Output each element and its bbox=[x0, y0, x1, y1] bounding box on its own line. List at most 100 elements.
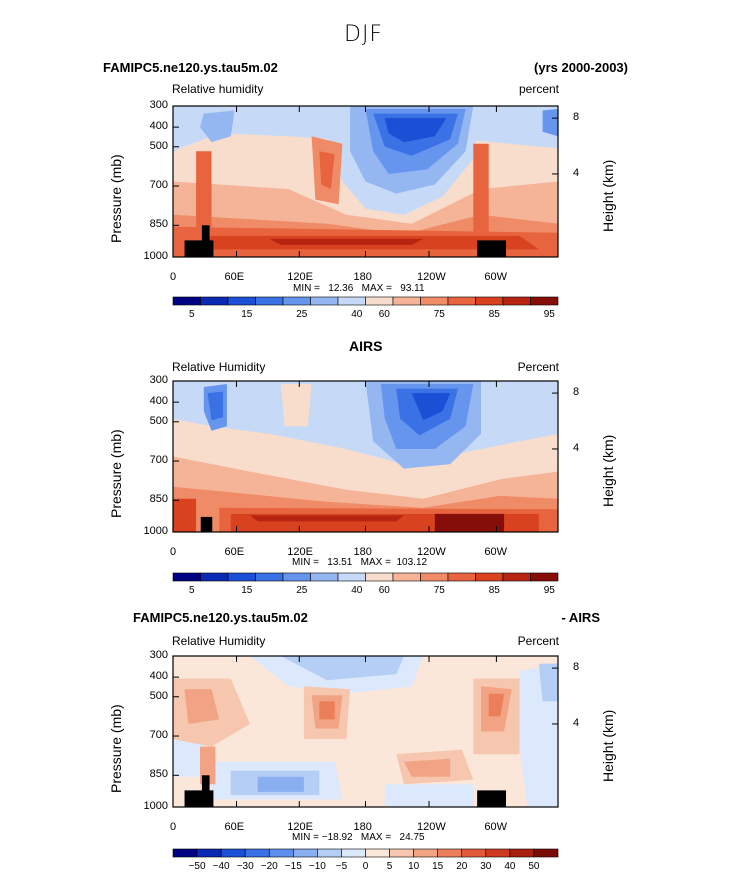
x-tick-label: 120W bbox=[417, 271, 446, 283]
colorbar bbox=[172, 848, 559, 858]
colorbar-swatch bbox=[244, 848, 270, 858]
colorbar-label: −5 bbox=[335, 861, 348, 872]
colorbar-label: −15 bbox=[284, 861, 302, 872]
colorbar-label: −30 bbox=[236, 861, 254, 872]
contour-fill bbox=[173, 106, 558, 257]
contour-region bbox=[250, 515, 404, 522]
x-tick-label: 120W bbox=[417, 546, 446, 558]
panel-title-left: FAMIPC5.ne120.ys.tau5m.02 bbox=[103, 60, 278, 75]
contour-region bbox=[269, 238, 424, 245]
colorbar-label: −50 bbox=[188, 861, 206, 872]
colorbar-label: 50 bbox=[528, 861, 540, 872]
colorbar-label: 40 bbox=[351, 309, 363, 320]
colorbar-label: 25 bbox=[296, 585, 308, 596]
colorbar-swatch bbox=[437, 848, 463, 858]
colorbar-swatch bbox=[420, 572, 449, 582]
contour-region bbox=[319, 151, 335, 190]
colorbar-swatch bbox=[475, 572, 504, 582]
y-tick-label: 300 bbox=[149, 374, 168, 386]
colorbar-label: 10 bbox=[408, 861, 420, 872]
y-tick-label: 1000 bbox=[143, 250, 168, 262]
contour-region bbox=[488, 693, 505, 717]
colorbar-swatch bbox=[447, 572, 476, 582]
contour-region bbox=[319, 701, 335, 720]
height-tick-label: 8 bbox=[573, 661, 580, 674]
colorbar-swatch bbox=[293, 848, 318, 858]
colorbar-swatch bbox=[530, 296, 559, 306]
topography-mask bbox=[477, 240, 507, 257]
colorbar-swatch bbox=[365, 572, 394, 582]
topography-mask bbox=[477, 790, 507, 807]
units-label: Percent bbox=[517, 360, 559, 374]
y-tick-label: 400 bbox=[149, 670, 168, 683]
contour-region bbox=[542, 109, 558, 137]
colorbar-label: 5 bbox=[188, 585, 195, 596]
contour-fill bbox=[173, 381, 558, 532]
x-tick-label: 180 bbox=[353, 546, 372, 558]
colorbar-swatch bbox=[337, 296, 366, 306]
y-tick-label: 700 bbox=[149, 454, 168, 467]
colorbar-label: 15 bbox=[241, 309, 253, 320]
contour-region bbox=[257, 776, 304, 792]
x-tick-label: 60E bbox=[224, 821, 245, 833]
height-tick-label: 4 bbox=[573, 716, 580, 729]
x-tick-label: 60W bbox=[484, 271, 508, 283]
colorbar-swatch bbox=[389, 848, 414, 858]
x-tick-label: 0 bbox=[170, 821, 177, 833]
colorbar-label: 5 bbox=[188, 309, 195, 320]
contour-region bbox=[184, 689, 220, 724]
colorbar-swatch bbox=[172, 296, 201, 306]
x-tick-label: 120E bbox=[287, 546, 313, 558]
colorbar-swatch bbox=[255, 572, 284, 582]
panel-title-center: AIRS bbox=[349, 338, 383, 354]
colorbar-swatch bbox=[502, 296, 531, 306]
colorbar-label: 40 bbox=[351, 585, 363, 596]
y-axis-label: Pressure (mb) bbox=[108, 154, 124, 243]
units-label: percent bbox=[518, 82, 559, 96]
panel-title-right: (yrs 2000-2003) bbox=[534, 60, 628, 75]
colorbar-label: 5 bbox=[386, 861, 393, 872]
colorbar-swatch bbox=[485, 848, 511, 858]
colorbar bbox=[172, 296, 559, 306]
colorbar-swatch bbox=[255, 296, 284, 306]
y-tick-label: 300 bbox=[149, 649, 168, 661]
x-tick-label: 120E bbox=[287, 821, 313, 833]
y-axis-label: Pressure (mb) bbox=[108, 704, 124, 793]
colorbar-label: 60 bbox=[378, 585, 390, 596]
colorbar-swatch bbox=[310, 296, 339, 306]
height-tick-label: 4 bbox=[573, 166, 580, 179]
y-tick-label: 400 bbox=[149, 395, 168, 408]
contour-fill bbox=[173, 656, 558, 807]
colorbar-swatch bbox=[172, 572, 201, 582]
colorbar-swatch bbox=[365, 296, 394, 306]
colorbar bbox=[172, 572, 559, 582]
min-max-readout: MIN = 13.51 MAX = 103.12 bbox=[292, 557, 428, 568]
colorbar-label: 85 bbox=[488, 309, 500, 320]
topography-mask bbox=[201, 775, 210, 792]
x-tick-label: 180 bbox=[353, 271, 372, 283]
contour-region bbox=[280, 656, 404, 681]
contour-region bbox=[200, 746, 216, 785]
colorbar-swatch bbox=[172, 848, 198, 858]
y-tick-label: 400 bbox=[149, 120, 168, 133]
variable-label: Relative Humidity bbox=[172, 360, 266, 374]
colorbar-label: 75 bbox=[433, 585, 445, 596]
colorbar-swatch bbox=[530, 572, 559, 582]
x-tick-label: 60W bbox=[484, 546, 508, 558]
topography-mask bbox=[201, 225, 210, 242]
figure-title: DJF bbox=[344, 22, 384, 47]
colorbar-label: −10 bbox=[308, 861, 326, 872]
panel-title-right: - AIRS bbox=[561, 610, 600, 625]
y-tick-label: 500 bbox=[149, 689, 168, 702]
colorbar-label: 85 bbox=[488, 585, 500, 596]
colorbar-label: 30 bbox=[480, 861, 492, 872]
colorbar-label: −40 bbox=[212, 861, 230, 872]
colorbar-label: 15 bbox=[241, 585, 253, 596]
x-tick-label: 60E bbox=[224, 546, 245, 558]
colorbar-swatch bbox=[447, 296, 476, 306]
min-max-readout: MIN = −18.92 MAX = 24.75 bbox=[292, 832, 425, 843]
y-tick-label: 300 bbox=[149, 99, 168, 111]
y-tick-label: 700 bbox=[149, 729, 168, 742]
contour-plot bbox=[172, 655, 559, 808]
colorbar-label: −20 bbox=[260, 861, 278, 872]
